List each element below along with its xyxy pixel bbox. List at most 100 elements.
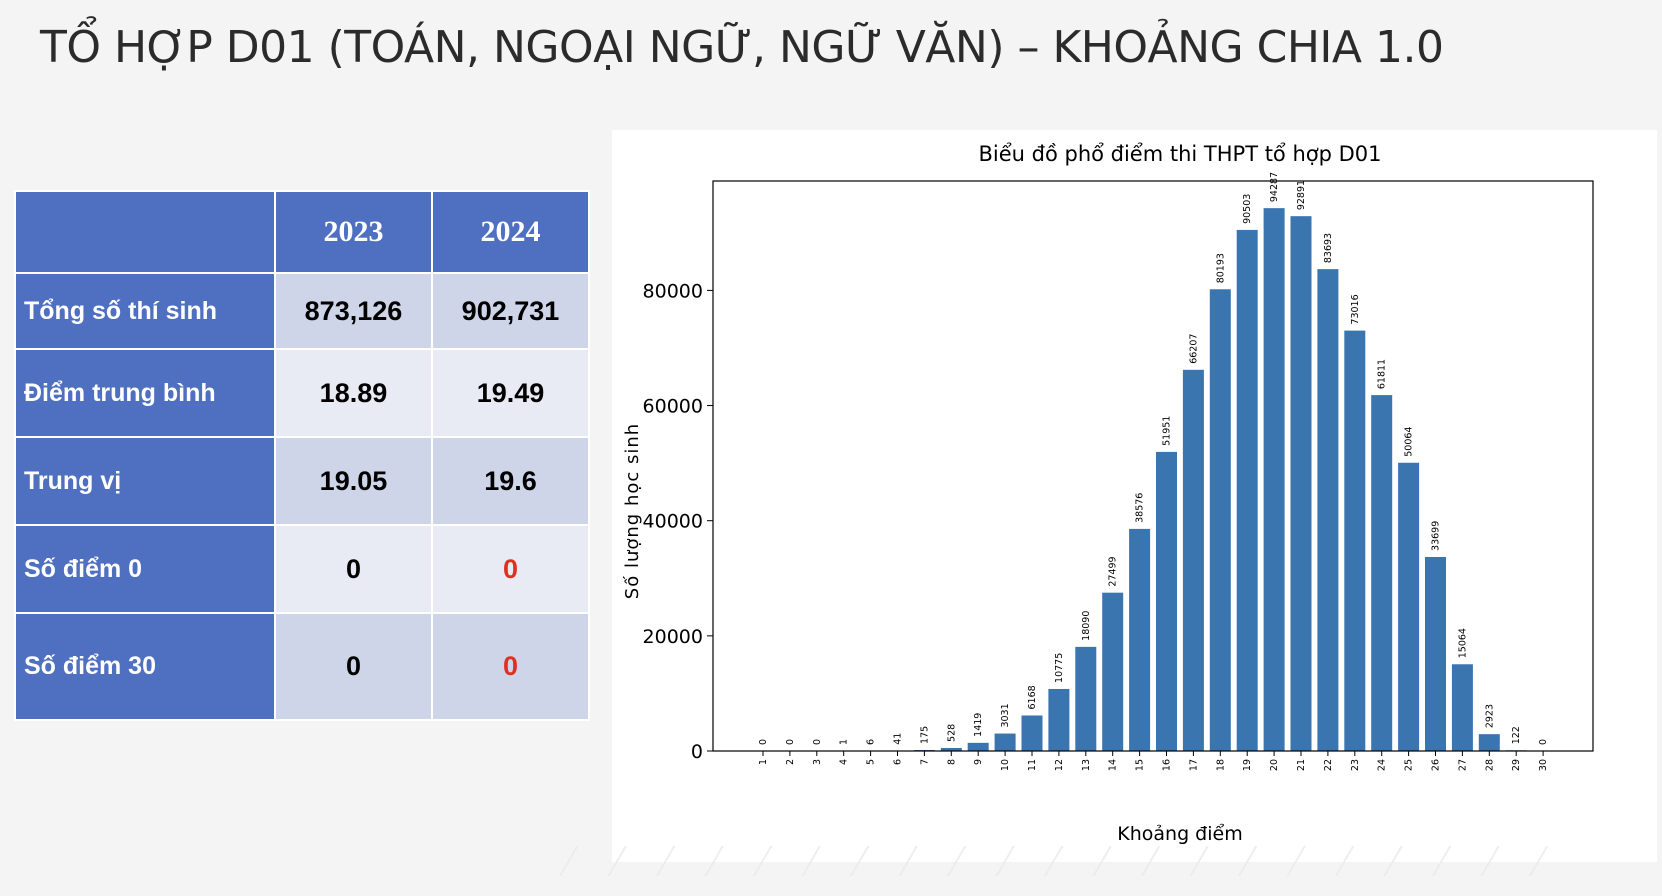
y-tick-label-80000: 80000 bbox=[643, 280, 703, 302]
bar-15 bbox=[1129, 528, 1151, 751]
row-label: Trung vị bbox=[14, 436, 276, 526]
bar-10 bbox=[994, 733, 1016, 751]
x-tick-label-29: 29 bbox=[1511, 759, 1522, 771]
x-tick-label-28: 28 bbox=[1484, 759, 1495, 771]
bar-24 bbox=[1371, 395, 1393, 751]
x-axis-label: Khoảng điểm bbox=[1117, 823, 1242, 845]
value-2024: 0 bbox=[430, 612, 591, 721]
x-tick-label-25: 25 bbox=[1404, 759, 1415, 771]
y-tick-label-60000: 60000 bbox=[643, 396, 703, 418]
bar-12 bbox=[1048, 688, 1070, 751]
data-label-4: 1 bbox=[839, 739, 850, 745]
x-tick-label-24: 24 bbox=[1377, 759, 1388, 771]
x-tick-label-26: 26 bbox=[1431, 759, 1442, 771]
x-tick-label-23: 23 bbox=[1350, 759, 1361, 771]
x-tick-label-5: 5 bbox=[866, 759, 877, 765]
data-label-16: 51951 bbox=[1162, 416, 1173, 446]
bar-23 bbox=[1344, 330, 1366, 751]
data-label-25: 50064 bbox=[1404, 427, 1415, 457]
row-label: Số điểm 0 bbox=[14, 524, 276, 614]
table-header-row: 2023 2024 bbox=[14, 190, 591, 274]
table-row-average-score: Điểm trung bình 18.89 19.49 bbox=[14, 348, 591, 438]
value-2023: 18.89 bbox=[273, 348, 433, 438]
score-distribution-chart: Biểu đồ phổ điểm thi THPT tổ hợp D01 Kho… bbox=[622, 142, 1594, 845]
data-label-12: 10775 bbox=[1054, 653, 1065, 683]
y-ticks-group: 0 20000 40000 60000 80000 bbox=[643, 280, 713, 763]
bar-25 bbox=[1398, 462, 1420, 751]
bar-16 bbox=[1156, 451, 1177, 751]
bar-27 bbox=[1451, 664, 1473, 751]
table-row-median: Trung vị 19.05 19.6 bbox=[14, 436, 591, 526]
x-tick-label-8: 8 bbox=[946, 759, 957, 765]
data-label-28: 2923 bbox=[1484, 704, 1495, 728]
value-2023: 19.05 bbox=[273, 436, 433, 526]
value-2023: 873,126 bbox=[273, 272, 433, 350]
table-row-total-candidates: Tổng số thí sinh 873,126 902,731 bbox=[14, 272, 591, 350]
bar-19 bbox=[1236, 229, 1258, 751]
data-label-10: 3031 bbox=[1000, 703, 1011, 727]
chart-title: Biểu đồ phổ điểm thi THPT tổ hợp D01 bbox=[978, 142, 1381, 166]
data-label-21: 92891 bbox=[1296, 180, 1307, 210]
value-2024: 0 bbox=[430, 524, 591, 614]
bar-28 bbox=[1478, 734, 1500, 751]
bar-20 bbox=[1263, 208, 1285, 752]
data-label-11: 6168 bbox=[1027, 685, 1038, 709]
row-label: Tổng số thí sinh bbox=[14, 272, 276, 350]
data-label-1: 0 bbox=[758, 739, 769, 745]
y-axis-label: Số lượng học sinh bbox=[622, 423, 643, 599]
x-tick-label-30: 30 bbox=[1538, 759, 1549, 771]
x-tick-label-15: 15 bbox=[1135, 759, 1146, 771]
x-tick-label-3: 3 bbox=[812, 759, 823, 765]
data-label-23: 73016 bbox=[1350, 294, 1361, 324]
value-2024: 19.6 bbox=[430, 436, 591, 526]
data-labels-group: 0 0 0 1 6 41 175 528 1419 3031 6168 10775 18090 27499… bbox=[758, 172, 1549, 745]
y-tick-label-40000: 40000 bbox=[643, 511, 703, 533]
data-label-19: 90503 bbox=[1242, 194, 1253, 224]
x-tick-label-10: 10 bbox=[1000, 759, 1011, 771]
data-label-5: 6 bbox=[866, 739, 877, 745]
x-tick-label-16: 16 bbox=[1162, 759, 1173, 771]
bar-21 bbox=[1290, 216, 1312, 751]
bars-group bbox=[833, 208, 1527, 752]
x-tick-label-14: 14 bbox=[1108, 759, 1119, 771]
x-tick-label-4: 4 bbox=[839, 759, 850, 765]
y-tick-label-0: 0 bbox=[691, 741, 703, 763]
x-ticks-group: 1 2 3 4 5 6 7 8 9 10 11 12 13 14 15 16 17 18 19 20 21 22 23 24 2… bbox=[758, 751, 1549, 771]
comparison-table: 2023 2024 Tổng số thí sinh 873,126 902,7… bbox=[14, 190, 591, 721]
data-label-14: 27499 bbox=[1108, 556, 1119, 586]
x-tick-label-9: 9 bbox=[973, 759, 984, 765]
row-label: Điểm trung bình bbox=[14, 348, 276, 438]
x-tick-label-21: 21 bbox=[1296, 759, 1307, 771]
bar-11 bbox=[1021, 715, 1043, 751]
x-tick-label-22: 22 bbox=[1323, 759, 1334, 771]
data-label-7: 175 bbox=[919, 726, 930, 744]
plot-frame bbox=[712, 180, 1594, 752]
x-tick-label-6: 6 bbox=[893, 759, 904, 765]
x-tick-label-11: 11 bbox=[1027, 759, 1038, 771]
data-label-18: 80193 bbox=[1215, 253, 1226, 283]
data-label-2: 0 bbox=[785, 739, 796, 745]
x-tick-label-12: 12 bbox=[1054, 759, 1065, 771]
data-label-8: 528 bbox=[946, 724, 957, 742]
data-label-13: 18090 bbox=[1081, 611, 1092, 641]
bar-22 bbox=[1317, 269, 1339, 751]
bar-26 bbox=[1425, 556, 1446, 751]
x-tick-label-27: 27 bbox=[1457, 759, 1468, 771]
value-2023: 0 bbox=[273, 612, 433, 721]
data-label-6: 41 bbox=[893, 733, 904, 745]
value-2024: 19.49 bbox=[430, 348, 591, 438]
row-label: Số điểm 30 bbox=[14, 612, 276, 721]
data-label-20: 94287 bbox=[1269, 172, 1280, 202]
data-label-29: 122 bbox=[1511, 726, 1522, 744]
y-tick-label-20000: 20000 bbox=[643, 626, 703, 648]
x-tick-label-20: 20 bbox=[1269, 759, 1280, 771]
data-label-26: 33699 bbox=[1431, 521, 1442, 551]
bar-9 bbox=[967, 742, 989, 751]
x-tick-label-17: 17 bbox=[1188, 759, 1199, 771]
data-label-24: 61811 bbox=[1377, 359, 1388, 389]
x-tick-label-13: 13 bbox=[1081, 759, 1092, 771]
bar-17 bbox=[1182, 369, 1204, 751]
data-label-15: 38576 bbox=[1135, 493, 1146, 523]
table-corner-cell bbox=[14, 190, 276, 274]
bar-13 bbox=[1075, 646, 1097, 751]
